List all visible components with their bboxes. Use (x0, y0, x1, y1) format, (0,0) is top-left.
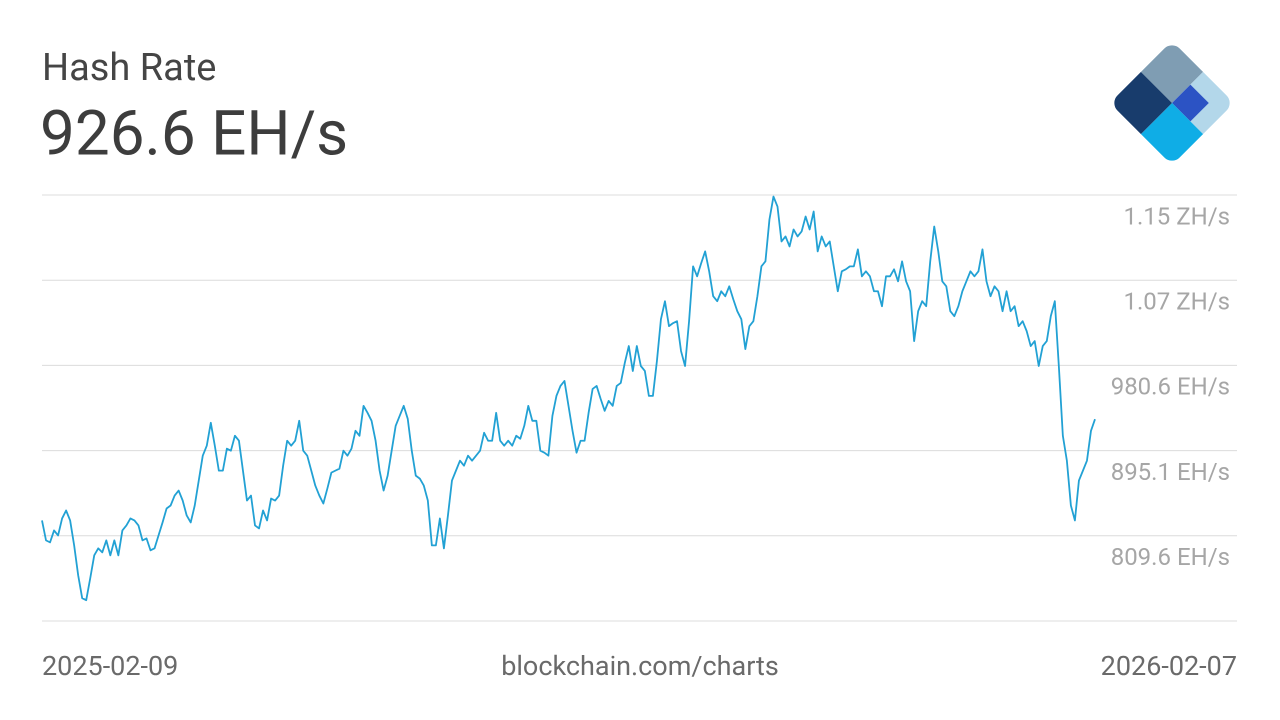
data-line (41, 195, 1096, 602)
logo (1109, 40, 1235, 166)
y-tick-label: 895.1 EH/s (1111, 458, 1230, 486)
x-tick-label: 2025-02-09 (42, 650, 178, 682)
y-tick-label: 980.6 EH/s (1111, 373, 1230, 401)
y-tick-label: 1.15 ZH/s (1123, 202, 1230, 230)
chart-title: Hash Rate (42, 46, 216, 90)
chart-subtitle: 926.6 EH/s (40, 97, 348, 170)
y-tick-label: 809.6 EH/s (1111, 543, 1230, 571)
x-tick-label: 2026-02-07 (1101, 650, 1237, 682)
source: blockchain.com/charts (501, 650, 779, 682)
y-tick-label: 1.07 ZH/s (1123, 288, 1230, 316)
